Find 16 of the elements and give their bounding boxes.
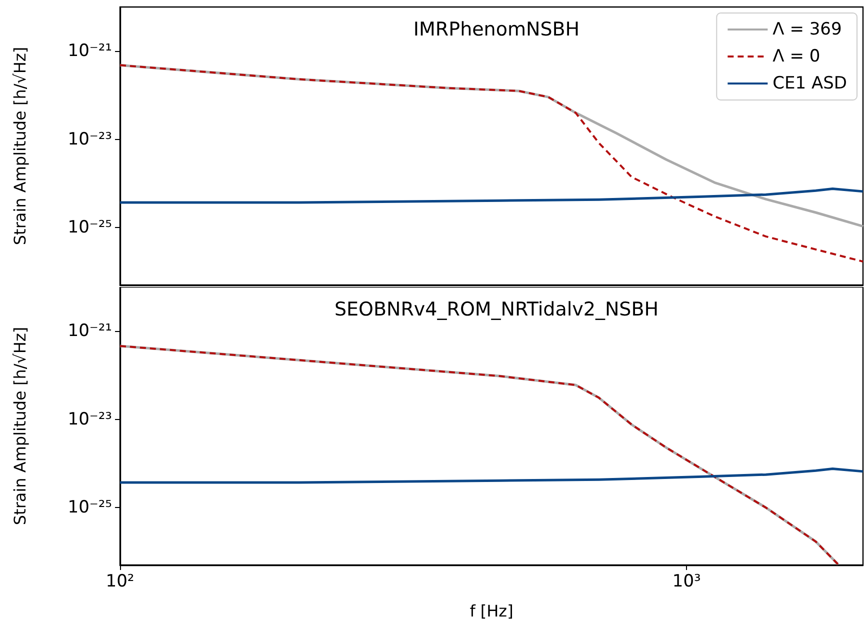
legend-label: Λ = 0 [772,46,820,66]
y-tick-label: 10⁻²³ [68,129,112,150]
y-tick-label: 10⁻²⁵ [68,498,112,518]
y-tick-label: 10⁻²³ [68,409,112,430]
text: SEOBNRv4_ROM_NRTidalv2_NSBH [334,298,659,320]
y-axis-title: Strain Amplitude [h/√Hz] [10,46,30,246]
legend-label: CE1 ASD [772,74,847,94]
y-tick-label: 10⁻²⁵ [68,218,112,238]
x-axis-title: f [Hz] [470,602,514,620]
y-tick-label: 10⁻²¹ [68,41,112,62]
y-tick-label: 10⁻²¹ [68,321,112,342]
x-tick-label: 10³ [672,572,701,592]
text: IMRPhenomNSBH [413,18,580,40]
y-axis-title: Strain Amplitude [h/√Hz] [10,326,30,526]
x-tick-label: 10² [106,572,134,592]
legend-label: Λ = 369 [772,20,842,40]
